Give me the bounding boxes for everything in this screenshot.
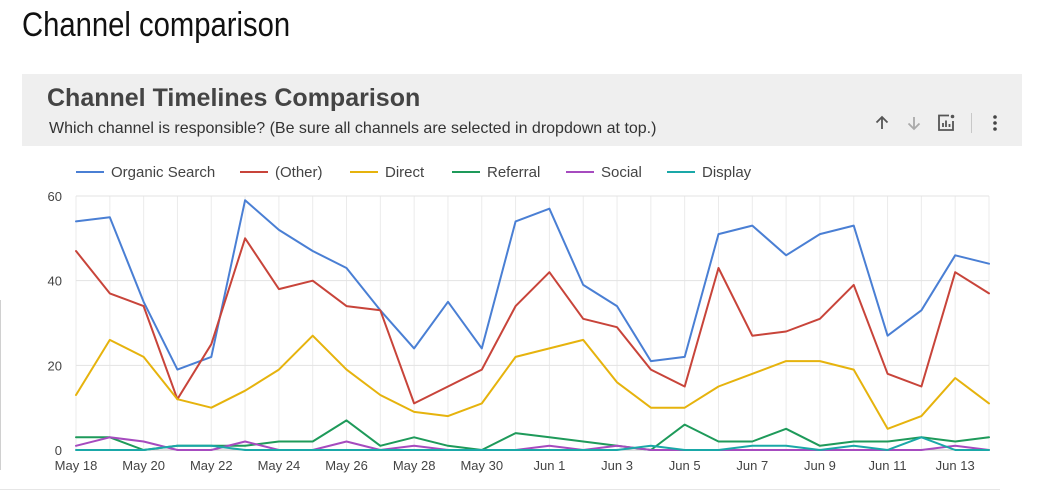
series-line-direct[interactable] — [75, 334, 990, 430]
legend-label[interactable]: Direct — [385, 164, 425, 181]
y-tick-label: 60 — [48, 189, 62, 204]
x-tick-label: May 22 — [190, 458, 233, 473]
x-axis: May 18 May 20 May 22 May 24 May 26 May 28 May … — [55, 458, 975, 473]
series-line-social[interactable] — [75, 436, 990, 451]
series-line-display[interactable] — [75, 436, 990, 451]
series-line-organic-search[interactable] — [75, 199, 990, 371]
more-options-button[interactable] — [984, 112, 1006, 134]
y-axis: 0 20 40 60 — [48, 189, 62, 458]
arrow-up-icon — [875, 115, 889, 129]
legend-label[interactable]: Referral — [487, 164, 540, 181]
series-line-other[interactable] — [75, 237, 990, 405]
legend-label[interactable]: Display — [702, 164, 752, 181]
chart-explore-icon — [938, 114, 955, 131]
chart-actions — [871, 112, 1006, 134]
chart-legend: Organic Search (Other) Direct Referral Socia… — [76, 164, 752, 181]
x-tick-label: May 30 — [460, 458, 503, 473]
x-tick-label: May 18 — [55, 458, 98, 473]
x-tick-label: May 24 — [258, 458, 301, 473]
chart-subtitle: Which channel is responsible? (Be sure a… — [49, 120, 657, 137]
x-tick-label: May 28 — [393, 458, 436, 473]
y-tick-label: 40 — [48, 274, 62, 289]
more-vertical-icon — [993, 115, 997, 131]
bottom-divider — [0, 489, 1000, 490]
legend-label[interactable]: Social — [601, 164, 642, 181]
x-tick-label: May 26 — [325, 458, 368, 473]
x-tick-label: Jun 11 — [869, 458, 907, 473]
sort-descending-button[interactable] — [903, 112, 925, 134]
left-divider — [0, 300, 1, 470]
y-tick-label: 20 — [48, 358, 62, 373]
y-tick-label: 0 — [55, 443, 62, 458]
actions-divider — [971, 113, 972, 133]
x-tick-label: Jun 3 — [601, 458, 633, 473]
x-tick-label: Jun 13 — [936, 458, 975, 473]
chart-card-header: Channel Timelines Comparison Which chann… — [22, 74, 1022, 146]
arrow-down-icon — [907, 117, 921, 131]
chart-series — [75, 199, 990, 451]
line-chart: Organic Search (Other) Direct Referral Socia… — [48, 164, 990, 473]
legend-label[interactable]: (Other) — [275, 164, 323, 181]
x-tick-label: Jun 7 — [736, 458, 768, 473]
explore-chart-button[interactable] — [935, 112, 957, 134]
x-tick-label: Jun 5 — [669, 458, 701, 473]
sort-ascending-button[interactable] — [871, 112, 893, 134]
x-tick-label: Jun 9 — [804, 458, 836, 473]
chart-title: Channel Timelines Comparison — [47, 84, 421, 112]
legend-label[interactable]: Organic Search — [111, 164, 215, 181]
x-tick-label: Jun 1 — [534, 458, 566, 473]
page-title: Channel comparison — [22, 6, 291, 44]
x-tick-label: May 20 — [122, 458, 165, 473]
chart-gridlines — [75, 195, 990, 451]
